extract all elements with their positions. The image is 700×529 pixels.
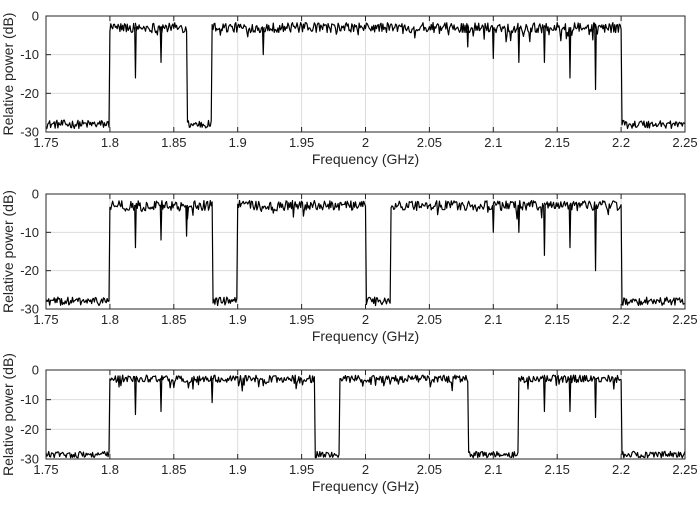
x-tick-label: 2.15	[545, 312, 570, 327]
x-tick-label: 2.05	[417, 312, 442, 327]
y-axis-label: Relative power (dB)	[0, 190, 16, 313]
x-tick-label: 1.8	[101, 462, 119, 477]
y-tick-label: 0	[32, 187, 39, 202]
x-tick-label: 1.75	[33, 135, 58, 150]
x-tick-label: 2.15	[545, 462, 570, 477]
x-tick-label: 2.1	[484, 462, 502, 477]
spectrum-line	[45, 199, 686, 307]
x-tick-label: 2.25	[672, 135, 697, 150]
subplot-1: 1.75 1.8 1.85 1.9 1.95 2 2.05 2.1 2.15 2.2 2.25 0 -1…	[0, 9, 698, 168]
y-tick-label: -30	[20, 125, 39, 140]
y-axis-label: Relative power (dB)	[0, 353, 16, 476]
x-axis-label: Frequency (GHz)	[312, 328, 419, 344]
x-tick-label: 2.2	[612, 312, 630, 327]
y-tick-label: -10	[20, 47, 39, 62]
x-tick-label: 2	[362, 312, 369, 327]
x-tick-label: 2	[362, 135, 369, 150]
y-tick-label: -30	[20, 452, 39, 467]
x-tick-label: 1.9	[229, 462, 247, 477]
x-tick-label: 1.95	[289, 312, 314, 327]
x-tick-label: 1.8	[101, 135, 119, 150]
y-tick-label: -20	[20, 86, 39, 101]
x-tick-label: 1.95	[289, 135, 314, 150]
x-tick-label: 2.2	[612, 462, 630, 477]
spectrum-line	[45, 21, 686, 130]
subplot-3: 1.75 1.8 1.85 1.9 1.95 2 2.05 2.1 2.15 2.2 2.25 0 -1…	[0, 353, 698, 494]
y-tick-label: 0	[32, 363, 39, 378]
x-tick-label: 2.05	[417, 135, 442, 150]
x-tick-label: 1.95	[289, 462, 314, 477]
x-tick-label: 1.8	[101, 312, 119, 327]
y-tick-label: -10	[20, 225, 39, 240]
y-tick-label: -10	[20, 392, 39, 407]
x-axis-label: Frequency (GHz)	[312, 151, 419, 167]
x-tick-label: 1.9	[229, 312, 247, 327]
x-tick-label: 2.05	[417, 462, 442, 477]
x-tick-label: 1.75	[33, 312, 58, 327]
x-tick-label: 1.85	[161, 312, 186, 327]
y-tick-label: 0	[32, 9, 39, 24]
x-tick-label: 1.9	[229, 135, 247, 150]
x-tick-label: 2.25	[672, 462, 697, 477]
x-tick-label: 1.85	[161, 462, 186, 477]
y-tick-label: -20	[20, 422, 39, 437]
y-axis-label: Relative power (dB)	[0, 13, 16, 136]
y-tick-label: -20	[20, 263, 39, 278]
x-tick-label: 1.75	[33, 462, 58, 477]
x-tick-label: 2	[362, 462, 369, 477]
spectrum-line	[45, 374, 686, 459]
subplot-2: 1.75 1.8 1.85 1.9 1.95 2 2.05 2.1 2.15 2.2 2.25 0 -1…	[0, 187, 698, 345]
x-axis-label: Frequency (GHz)	[312, 478, 419, 494]
x-tick-label: 2.1	[484, 135, 502, 150]
x-tick-label: 2.15	[545, 135, 570, 150]
x-tick-label: 2.2	[612, 135, 630, 150]
x-tick-label: 2.1	[484, 312, 502, 327]
y-tick-label: -30	[20, 302, 39, 317]
x-tick-label: 1.85	[161, 135, 186, 150]
x-tick-label: 2.25	[672, 312, 697, 327]
